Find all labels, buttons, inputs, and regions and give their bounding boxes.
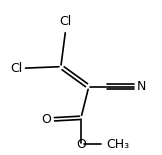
Text: O: O xyxy=(76,138,86,151)
Text: Cl: Cl xyxy=(10,62,22,75)
Text: Cl: Cl xyxy=(59,15,72,28)
Text: N: N xyxy=(137,80,146,93)
Text: O: O xyxy=(42,113,52,126)
Text: CH₃: CH₃ xyxy=(106,138,129,151)
